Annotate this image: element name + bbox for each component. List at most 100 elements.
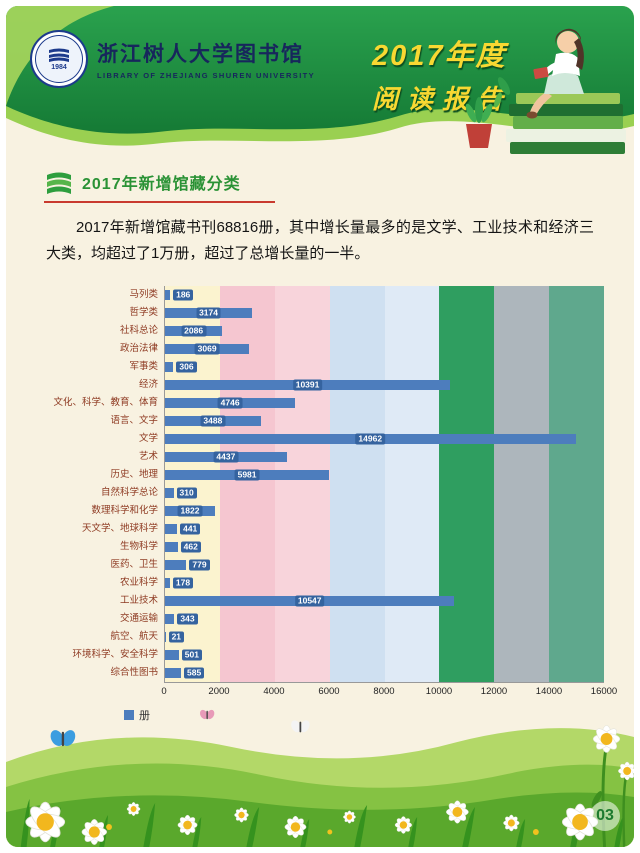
- library-logo: 1984 浙江树人大学图书馆 LIBRARY OF ZHEJIANG SHURE…: [30, 30, 315, 88]
- report-title: 2017年度 阅读报告: [372, 32, 512, 116]
- x-tick-label: 14000: [535, 685, 563, 697]
- x-tick-label: 10000: [425, 685, 453, 697]
- bar-value-label: 21: [168, 631, 185, 642]
- bar-row: 186: [165, 286, 604, 304]
- bar: [165, 289, 171, 300]
- chart-x-axis: 0 2000 4000 6000 8000 10000 12000 14000 16000: [161, 683, 617, 699]
- bar-row: 3069: [165, 340, 604, 358]
- chart-band: [494, 285, 550, 682]
- bar-value-label: 3069: [194, 343, 220, 354]
- bar-value-label: 3174: [196, 307, 221, 318]
- category-label: 天文学、地球科学: [81, 522, 158, 534]
- bar: [165, 649, 179, 660]
- bar-value-label: 14962: [355, 433, 386, 444]
- section-header: 2017年新增馆藏分类: [44, 170, 275, 203]
- bar-row: 779: [165, 556, 604, 574]
- reading-girl-illustration: [465, 28, 626, 154]
- chart-band: [384, 285, 440, 682]
- bar-value-label: 4437: [213, 451, 239, 462]
- x-tick-label: 0: [161, 685, 167, 697]
- category-label: 生物科学: [119, 540, 158, 552]
- bar-value-label: 4746: [217, 397, 243, 408]
- bar-row: 4437: [165, 448, 604, 466]
- chart-rows: 186 3174 2086 3069 306 10391 4746 3488 14962 4437…: [165, 286, 604, 682]
- category-label: 政治法律: [119, 342, 158, 354]
- legend-swatch: [124, 709, 134, 720]
- bar-value-label: 343: [177, 613, 198, 624]
- bar-row: 2086: [165, 322, 604, 340]
- bar-row: 10391: [165, 376, 604, 394]
- bar: [165, 631, 166, 642]
- bar: [165, 577, 170, 588]
- bar-value-label: 10547: [294, 595, 325, 606]
- books-icon: [47, 172, 71, 194]
- x-tick-label: 4000: [263, 685, 285, 697]
- page-number: 03: [590, 801, 620, 831]
- category-label: 军事类: [129, 360, 158, 372]
- bar-value-label: 501: [181, 649, 202, 660]
- x-tick-label: 2000: [208, 685, 230, 697]
- category-label: 马列类: [129, 288, 158, 300]
- category-label: 交通运输: [119, 612, 158, 624]
- bar-value-label: 779: [189, 559, 210, 570]
- bar: [165, 613, 175, 624]
- legend-label: 册: [139, 709, 150, 722]
- bar-row: 4746: [165, 394, 604, 412]
- bar-value-label: 2086: [181, 325, 207, 336]
- intro-paragraph: 2017年新增馆藏书刊68816册，其中增长量最多的是文学、工业技术和经济三大类…: [46, 219, 594, 263]
- category-label: 艺术: [138, 450, 158, 462]
- bar-row: 21: [165, 628, 604, 646]
- category-label: 语言、文字: [110, 414, 158, 426]
- seal-year: 1984: [51, 64, 67, 71]
- bar-chart: 马列类 哲学类 社科总论 政治法律 军事类 经济 文化、科学、教育、体育 语言、文字 文学 艺术历…: [42, 285, 617, 723]
- bar: [165, 541, 178, 552]
- category-label: 历史、地理: [110, 468, 158, 480]
- bar-value-label: 3488: [200, 415, 226, 426]
- bar-value-label: 462: [180, 541, 201, 552]
- category-label: 航空、航天: [110, 630, 158, 642]
- bar-row: 343: [165, 610, 604, 628]
- bar-value-label: 5981: [234, 469, 260, 480]
- bar-value-label: 306: [176, 361, 197, 372]
- bar-row: 3488: [165, 412, 604, 430]
- category-label: 数理科学和化学: [91, 504, 158, 516]
- bar-value-label: 10391: [292, 379, 323, 390]
- bar-row: 5981: [165, 466, 604, 484]
- bar-row: 10547: [165, 592, 604, 610]
- page-header: 1984 浙江树人大学图书馆 LIBRARY OF ZHEJIANG SHURE…: [6, 6, 634, 154]
- chart-category-labels: 马列类 哲学类 社科总论 政治法律 军事类 经济 文化、科学、教育、体育 语言、文字 文学 艺术历…: [42, 286, 164, 683]
- bar-row: 1822: [165, 502, 604, 520]
- library-seal: 1984: [30, 30, 88, 88]
- bar-row: 178: [165, 574, 604, 592]
- x-tick-label: 12000: [480, 685, 508, 697]
- report-title-year: 2017年度: [372, 40, 507, 72]
- bar-value-label: 585: [184, 667, 205, 678]
- category-label: 自然科学总论: [100, 486, 158, 498]
- bar-row: 441: [165, 520, 604, 538]
- library-name-chinese: 浙江树人大学图书馆: [97, 41, 304, 66]
- bar: [165, 559, 187, 570]
- section-title: 2017年新增馆藏分类: [82, 176, 241, 193]
- x-tick-label: 16000: [590, 685, 618, 697]
- bar-value-label: 186: [173, 289, 194, 300]
- bar-row: 585: [165, 664, 604, 682]
- category-label: 工业技术: [119, 594, 158, 606]
- chart-band: [439, 285, 495, 682]
- bar: [165, 487, 174, 498]
- chart-band: [329, 285, 385, 682]
- bar-row: 310: [165, 484, 604, 502]
- seal-books-icon: [49, 48, 69, 62]
- category-label: 文学: [138, 432, 158, 444]
- category-label: 环境科学、安全科学: [72, 648, 158, 660]
- bar-row: 306: [165, 358, 604, 376]
- bar-value-label: 310: [176, 487, 197, 498]
- bar: [165, 667, 182, 678]
- chart-plot-area: 186 3174 2086 3069 306 10391 4746 3488 14962 4437…: [164, 285, 604, 683]
- library-name-english: LIBRARY OF ZHEJIANG SHUREN UNIVERSITY: [97, 71, 316, 80]
- category-label: 医药、卫生: [110, 558, 158, 570]
- category-label: 哲学类: [129, 306, 158, 318]
- category-label: 农业科学: [119, 576, 158, 588]
- bar-row: 3174: [165, 304, 604, 322]
- category-label: 经济: [138, 378, 158, 390]
